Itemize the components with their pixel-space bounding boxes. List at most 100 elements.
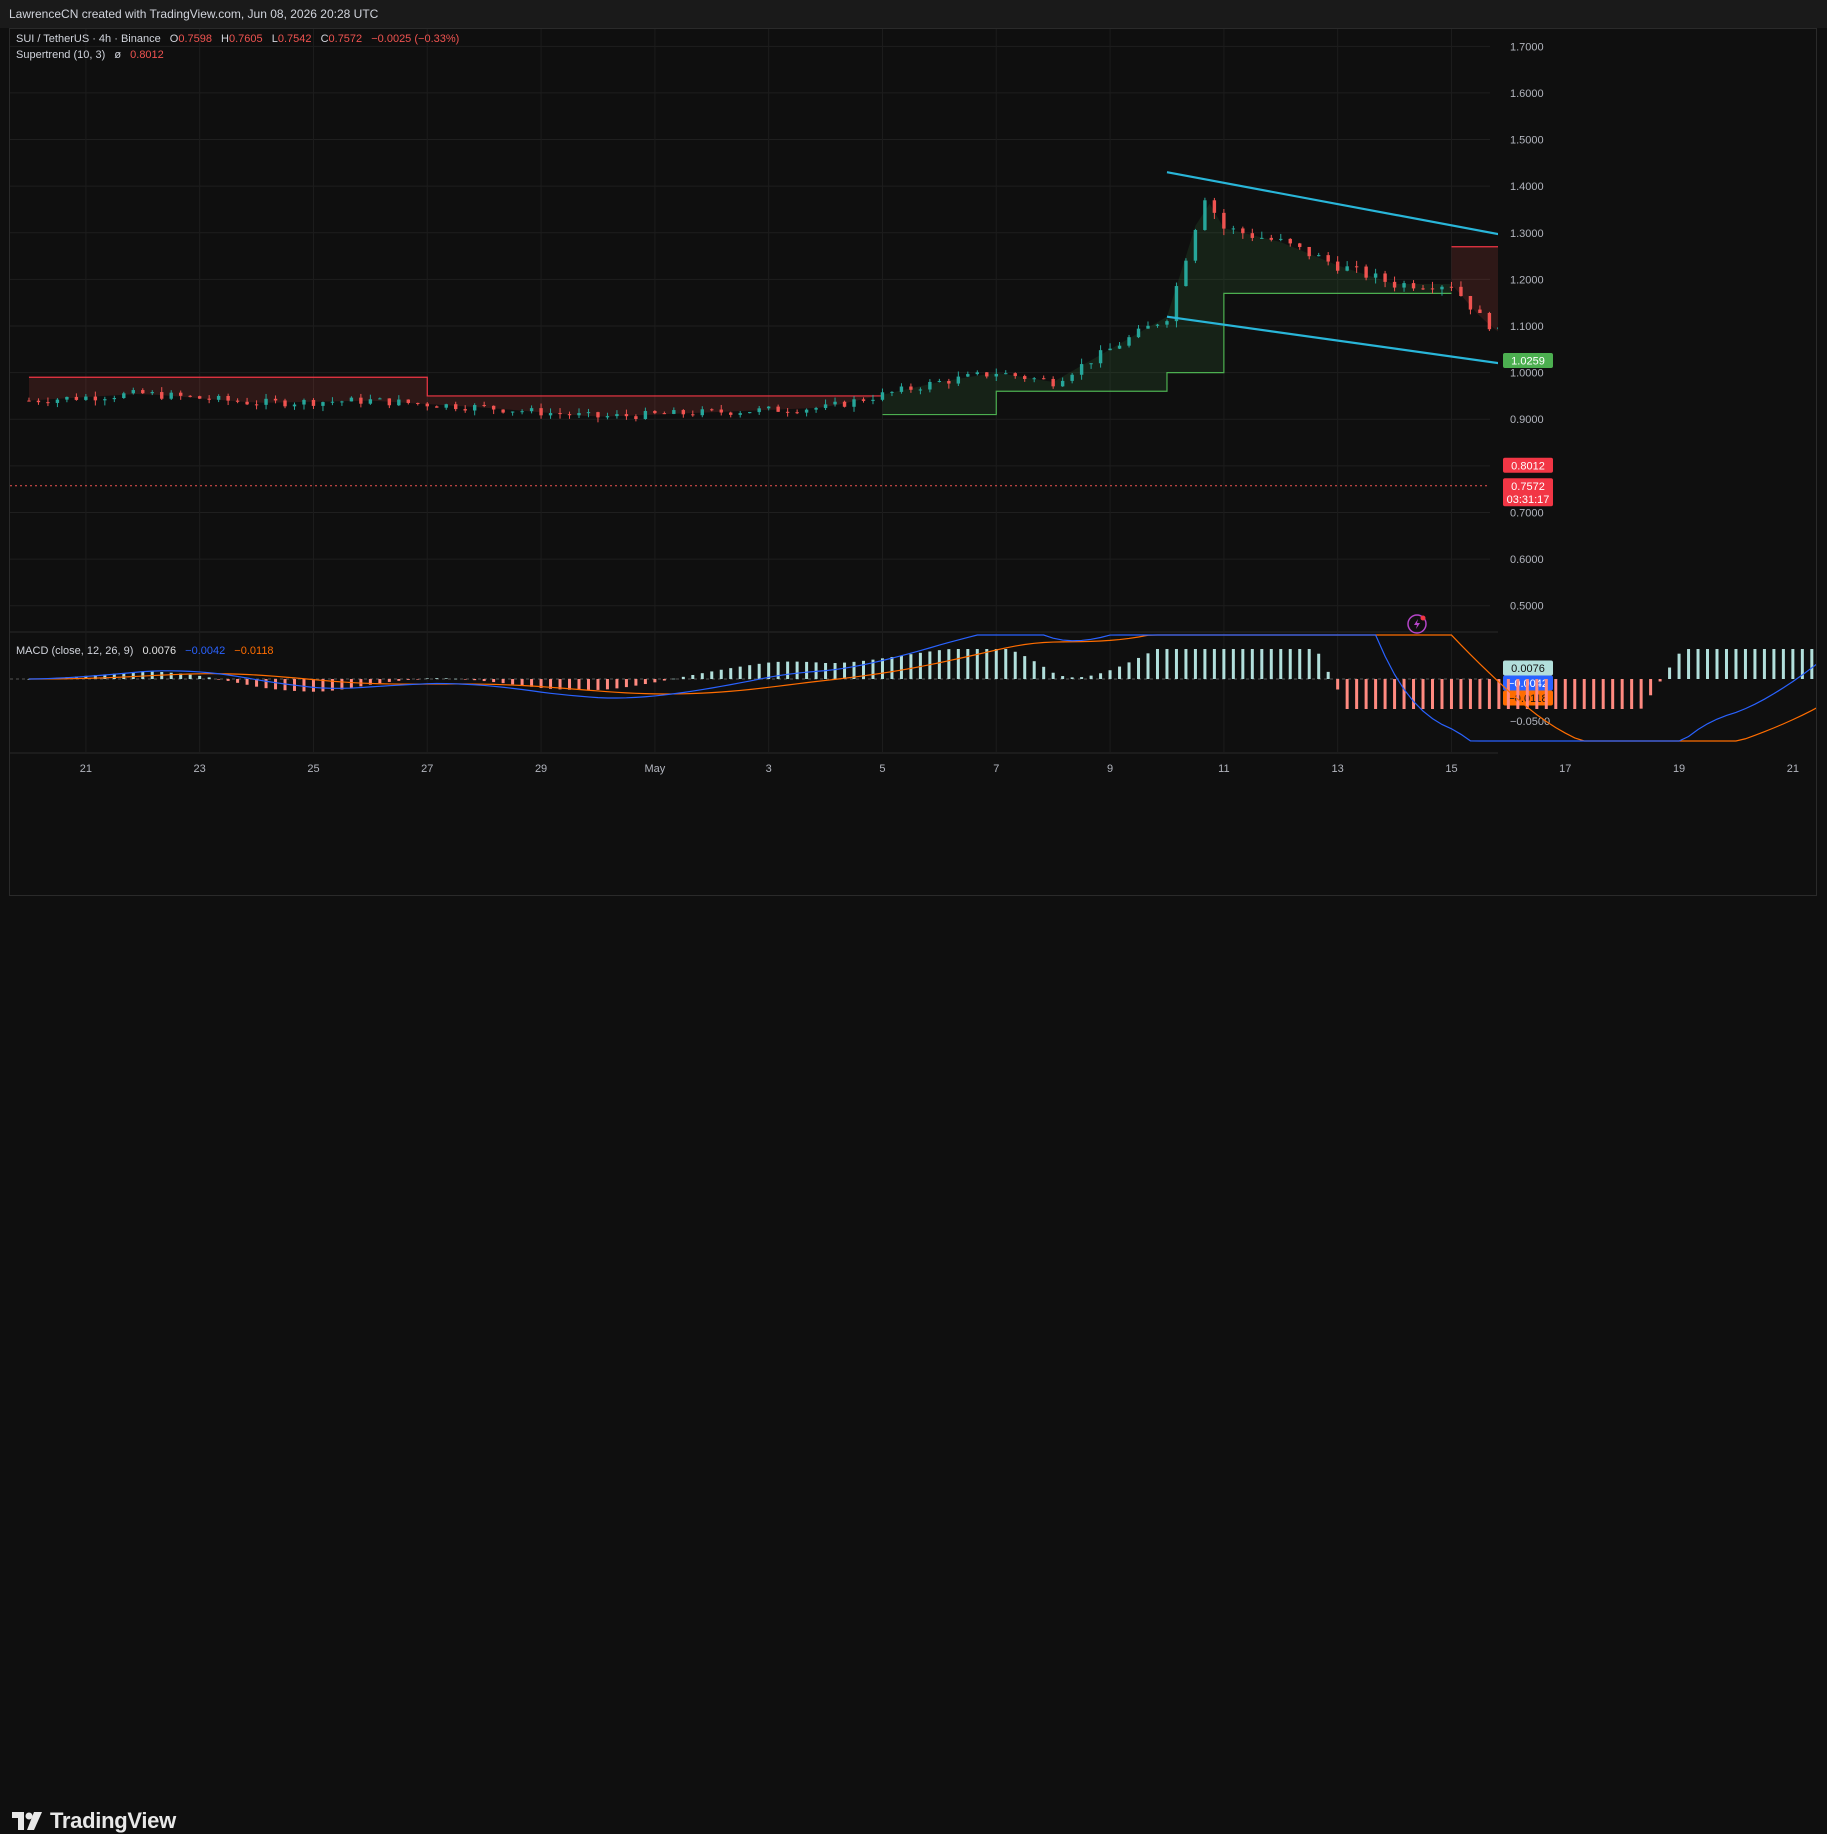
candle-body[interactable] (1440, 286, 1444, 290)
candle-body[interactable] (529, 408, 534, 412)
candle-body[interactable] (871, 399, 875, 401)
candle-body[interactable] (84, 396, 88, 400)
candle-body[interactable] (74, 396, 79, 400)
candle-body[interactable] (1041, 378, 1046, 380)
candle-body[interactable] (624, 414, 629, 417)
candle-body[interactable] (1468, 296, 1473, 310)
candle-body[interactable] (757, 408, 761, 413)
trendline-lower[interactable] (1166, 315, 1827, 564)
candle-body[interactable] (966, 374, 970, 377)
candle-body[interactable] (738, 413, 742, 415)
candle-body[interactable] (814, 408, 818, 410)
candle-body[interactable] (1089, 363, 1093, 365)
candle-body[interactable] (748, 412, 752, 414)
candle-body[interactable] (795, 412, 799, 414)
candle-body[interactable] (1241, 228, 1245, 234)
candle-body[interactable] (1136, 328, 1141, 338)
candle-body[interactable] (510, 411, 515, 413)
candle-body[interactable] (890, 391, 894, 393)
candle-body[interactable] (160, 392, 164, 399)
candle-body[interactable] (226, 395, 230, 401)
alert-icon[interactable] (1407, 614, 1427, 634)
candle-body[interactable] (55, 399, 60, 403)
candle-body[interactable] (558, 413, 562, 415)
candle-body[interactable] (643, 410, 648, 419)
candle-body[interactable] (615, 414, 619, 417)
candle-body[interactable] (1127, 337, 1131, 346)
candle-body[interactable] (245, 401, 249, 405)
candle-body[interactable] (122, 393, 126, 398)
candle-body[interactable] (1279, 238, 1283, 240)
candle-body[interactable] (1250, 233, 1255, 238)
candle-body[interactable] (463, 409, 467, 411)
candle-body[interactable] (321, 402, 325, 406)
candle-body[interactable] (368, 399, 373, 404)
candle-body[interactable] (36, 400, 41, 403)
candle-body[interactable] (975, 372, 979, 375)
candle-body[interactable] (273, 398, 278, 401)
candle-body[interactable] (852, 399, 856, 407)
candle-body[interactable] (359, 397, 363, 404)
candle-body[interactable] (567, 414, 572, 416)
candle-body[interactable] (112, 397, 117, 400)
candle-body[interactable] (672, 410, 676, 414)
candle-body[interactable] (207, 398, 211, 400)
candle-body[interactable] (833, 401, 837, 405)
tradingview-logo[interactable]: TradingView (12, 1808, 176, 1834)
candle-body[interactable] (1307, 246, 1311, 257)
candle-body[interactable] (634, 416, 638, 419)
candle-body[interactable] (454, 404, 458, 410)
candle-body[interactable] (235, 400, 240, 402)
candle-body[interactable] (1108, 348, 1112, 351)
candle-body[interactable] (292, 404, 297, 407)
candle-body[interactable] (141, 390, 145, 394)
candle-body[interactable] (909, 386, 913, 390)
candle-body[interactable] (406, 399, 410, 403)
candle-body[interactable] (1430, 288, 1435, 290)
candle-body[interactable] (340, 401, 344, 403)
price-axis[interactable]: 1.7000 1.6000 1.5000 1.4000 1.3000 1.2000 1.10… (1498, 29, 1816, 895)
candle-body[interactable] (691, 414, 695, 416)
candle-body[interactable] (1449, 286, 1454, 288)
candle-body[interactable] (729, 412, 733, 415)
candle-body[interactable] (947, 380, 951, 384)
candle-body[interactable] (1459, 286, 1463, 297)
candle-body[interactable] (1184, 260, 1188, 287)
candle-body[interactable] (539, 408, 543, 416)
candle-body[interactable] (1383, 273, 1387, 282)
candle-body[interactable] (662, 413, 667, 415)
candle-body[interactable] (397, 399, 401, 406)
candle-body[interactable] (1402, 283, 1406, 288)
candle-body[interactable] (861, 399, 866, 401)
candle-body[interactable] (956, 376, 961, 384)
candle-body[interactable] (586, 412, 591, 414)
candle-body[interactable] (169, 392, 173, 399)
candle-body[interactable] (1098, 350, 1103, 364)
candle-body[interactable] (197, 396, 202, 399)
candle-body[interactable] (1155, 324, 1160, 326)
candle-body[interactable] (937, 380, 942, 382)
candle-body[interactable] (1212, 200, 1217, 213)
candle-body[interactable] (378, 398, 382, 400)
candle-body[interactable] (1060, 380, 1065, 387)
candle-body[interactable] (1193, 229, 1198, 261)
candle-body[interactable] (1288, 238, 1292, 244)
candle-body[interactable] (387, 398, 392, 406)
candle-body[interactable] (842, 401, 847, 407)
chart-canvas[interactable]: 1.7000 1.6000 1.5000 1.4000 1.3000 1.2000 1.10… (10, 29, 1827, 895)
candle-body[interactable] (1231, 228, 1236, 230)
candle-body[interactable] (188, 395, 192, 397)
candle-body[interactable] (425, 403, 429, 407)
candle-body[interactable] (1326, 255, 1330, 262)
candle-body[interactable] (1260, 237, 1264, 239)
candle-body[interactable] (501, 409, 505, 413)
candle-body[interactable] (1004, 373, 1008, 375)
chart-frame[interactable]: 1.7000 1.6000 1.5000 1.4000 1.3000 1.2000 1.10… (9, 28, 1827, 896)
candle-body[interactable] (65, 396, 69, 400)
candle-body[interactable] (596, 412, 600, 418)
candle-body[interactable] (1079, 364, 1084, 375)
candle-body[interactable] (928, 381, 932, 390)
candle-body[interactable] (46, 402, 50, 404)
candle-body[interactable] (899, 386, 904, 392)
candle-body[interactable] (1174, 286, 1179, 322)
